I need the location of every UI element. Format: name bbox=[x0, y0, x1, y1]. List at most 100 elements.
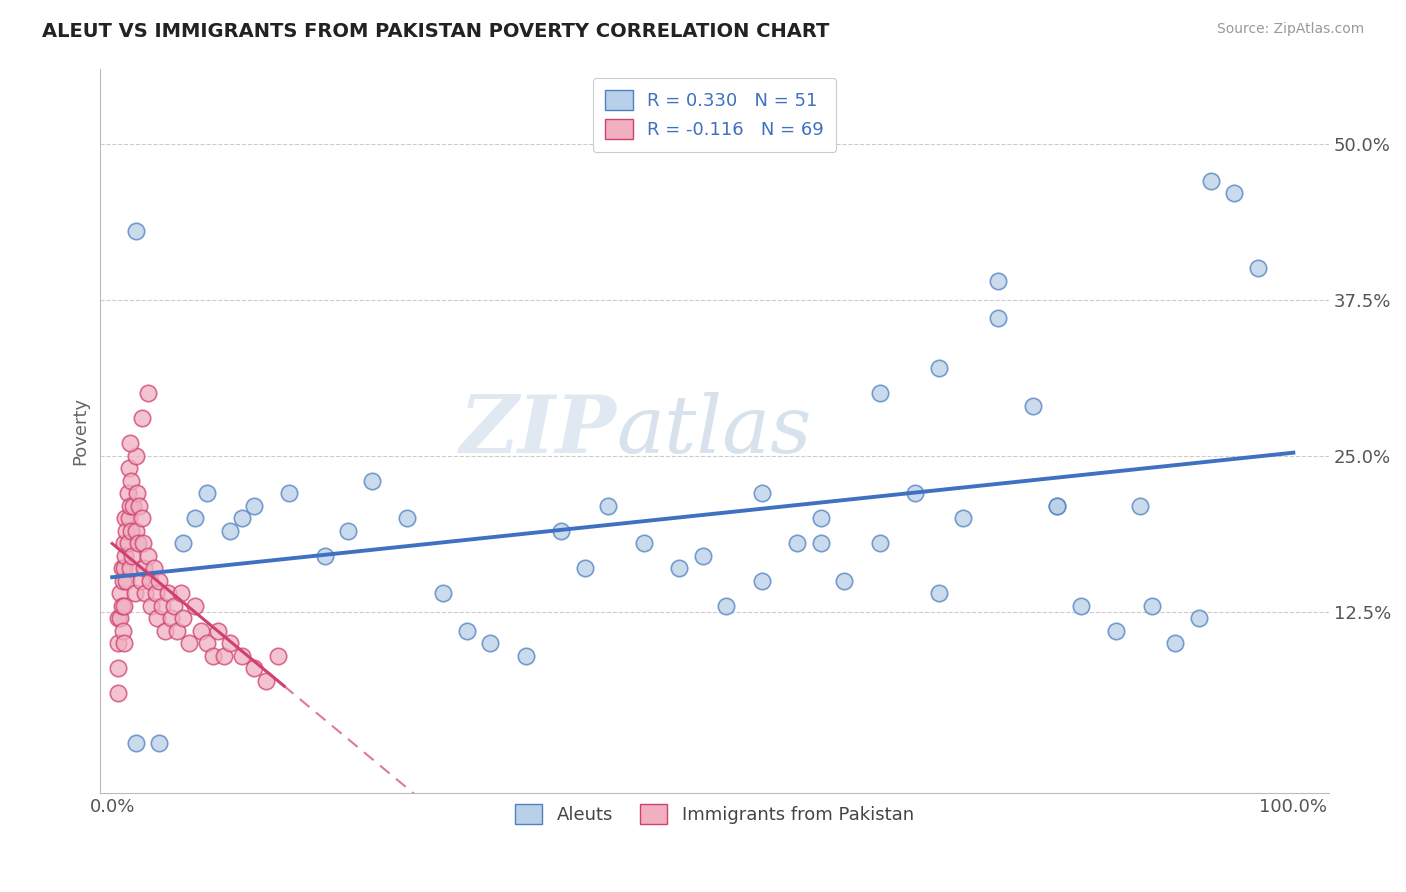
Point bbox=[574, 561, 596, 575]
Point bbox=[110, 611, 132, 625]
Point bbox=[184, 599, 207, 613]
Point bbox=[987, 311, 1010, 326]
Point bbox=[987, 274, 1010, 288]
Point bbox=[834, 574, 856, 588]
Point bbox=[201, 648, 224, 663]
Point bbox=[125, 449, 148, 463]
Point bbox=[118, 511, 141, 525]
Point bbox=[111, 624, 134, 638]
Point bbox=[1223, 186, 1246, 201]
Point bbox=[115, 574, 138, 588]
Point bbox=[633, 536, 655, 550]
Point bbox=[266, 648, 288, 663]
Point bbox=[136, 549, 159, 563]
Point bbox=[136, 386, 159, 401]
Point bbox=[112, 561, 135, 575]
Point bbox=[162, 599, 184, 613]
Point bbox=[1046, 499, 1069, 513]
Point bbox=[479, 636, 502, 650]
Point bbox=[107, 611, 129, 625]
Point bbox=[120, 474, 142, 488]
Point bbox=[127, 536, 149, 550]
Point bbox=[314, 549, 336, 563]
Point bbox=[139, 574, 162, 588]
Point bbox=[195, 636, 218, 650]
Point bbox=[1105, 624, 1128, 638]
Point bbox=[118, 561, 141, 575]
Point bbox=[131, 511, 153, 525]
Point bbox=[131, 411, 153, 425]
Point bbox=[146, 611, 169, 625]
Point bbox=[117, 536, 139, 550]
Point bbox=[1164, 636, 1187, 650]
Point bbox=[952, 511, 974, 525]
Point bbox=[1247, 261, 1270, 276]
Point bbox=[869, 386, 891, 401]
Point bbox=[134, 586, 156, 600]
Point bbox=[132, 536, 155, 550]
Point bbox=[114, 549, 136, 563]
Point bbox=[1188, 611, 1211, 625]
Point bbox=[810, 536, 832, 550]
Point bbox=[786, 536, 808, 550]
Point bbox=[166, 624, 188, 638]
Point bbox=[278, 486, 301, 500]
Point bbox=[118, 436, 141, 450]
Point bbox=[195, 486, 218, 500]
Point bbox=[432, 586, 454, 600]
Point bbox=[219, 524, 242, 538]
Point bbox=[122, 499, 145, 513]
Point bbox=[160, 611, 183, 625]
Text: ZIP: ZIP bbox=[460, 392, 616, 470]
Point bbox=[148, 736, 170, 750]
Point bbox=[112, 636, 135, 650]
Point bbox=[125, 486, 148, 500]
Point bbox=[751, 486, 773, 500]
Point bbox=[1022, 399, 1045, 413]
Point bbox=[550, 524, 572, 538]
Point bbox=[692, 549, 714, 563]
Point bbox=[869, 536, 891, 550]
Point bbox=[117, 486, 139, 500]
Point bbox=[668, 561, 690, 575]
Point bbox=[125, 524, 148, 538]
Point bbox=[172, 611, 194, 625]
Point bbox=[207, 624, 229, 638]
Text: ALEUT VS IMMIGRANTS FROM PAKISTAN POVERTY CORRELATION CHART: ALEUT VS IMMIGRANTS FROM PAKISTAN POVERT… bbox=[42, 22, 830, 41]
Point bbox=[115, 524, 138, 538]
Point bbox=[928, 361, 950, 376]
Point bbox=[142, 561, 165, 575]
Point bbox=[110, 561, 132, 575]
Point bbox=[716, 599, 738, 613]
Y-axis label: Poverty: Poverty bbox=[72, 397, 89, 465]
Point bbox=[118, 461, 141, 475]
Point bbox=[396, 511, 419, 525]
Point bbox=[337, 524, 360, 538]
Point bbox=[214, 648, 236, 663]
Point bbox=[1046, 499, 1069, 513]
Point bbox=[125, 736, 148, 750]
Point bbox=[456, 624, 478, 638]
Point bbox=[1129, 499, 1152, 513]
Point bbox=[129, 574, 152, 588]
Point bbox=[110, 586, 132, 600]
Point bbox=[110, 599, 132, 613]
Point bbox=[111, 574, 134, 588]
Point bbox=[231, 511, 253, 525]
Point bbox=[243, 499, 266, 513]
Point bbox=[1199, 174, 1222, 188]
Point bbox=[139, 599, 162, 613]
Point bbox=[1140, 599, 1163, 613]
Point bbox=[132, 561, 155, 575]
Point bbox=[751, 574, 773, 588]
Point bbox=[118, 499, 141, 513]
Point bbox=[124, 586, 146, 600]
Point bbox=[107, 636, 129, 650]
Point bbox=[112, 536, 135, 550]
Text: Source: ZipAtlas.com: Source: ZipAtlas.com bbox=[1216, 22, 1364, 37]
Point bbox=[1070, 599, 1092, 613]
Point bbox=[177, 636, 200, 650]
Point bbox=[598, 499, 620, 513]
Point bbox=[128, 499, 150, 513]
Point bbox=[190, 624, 212, 638]
